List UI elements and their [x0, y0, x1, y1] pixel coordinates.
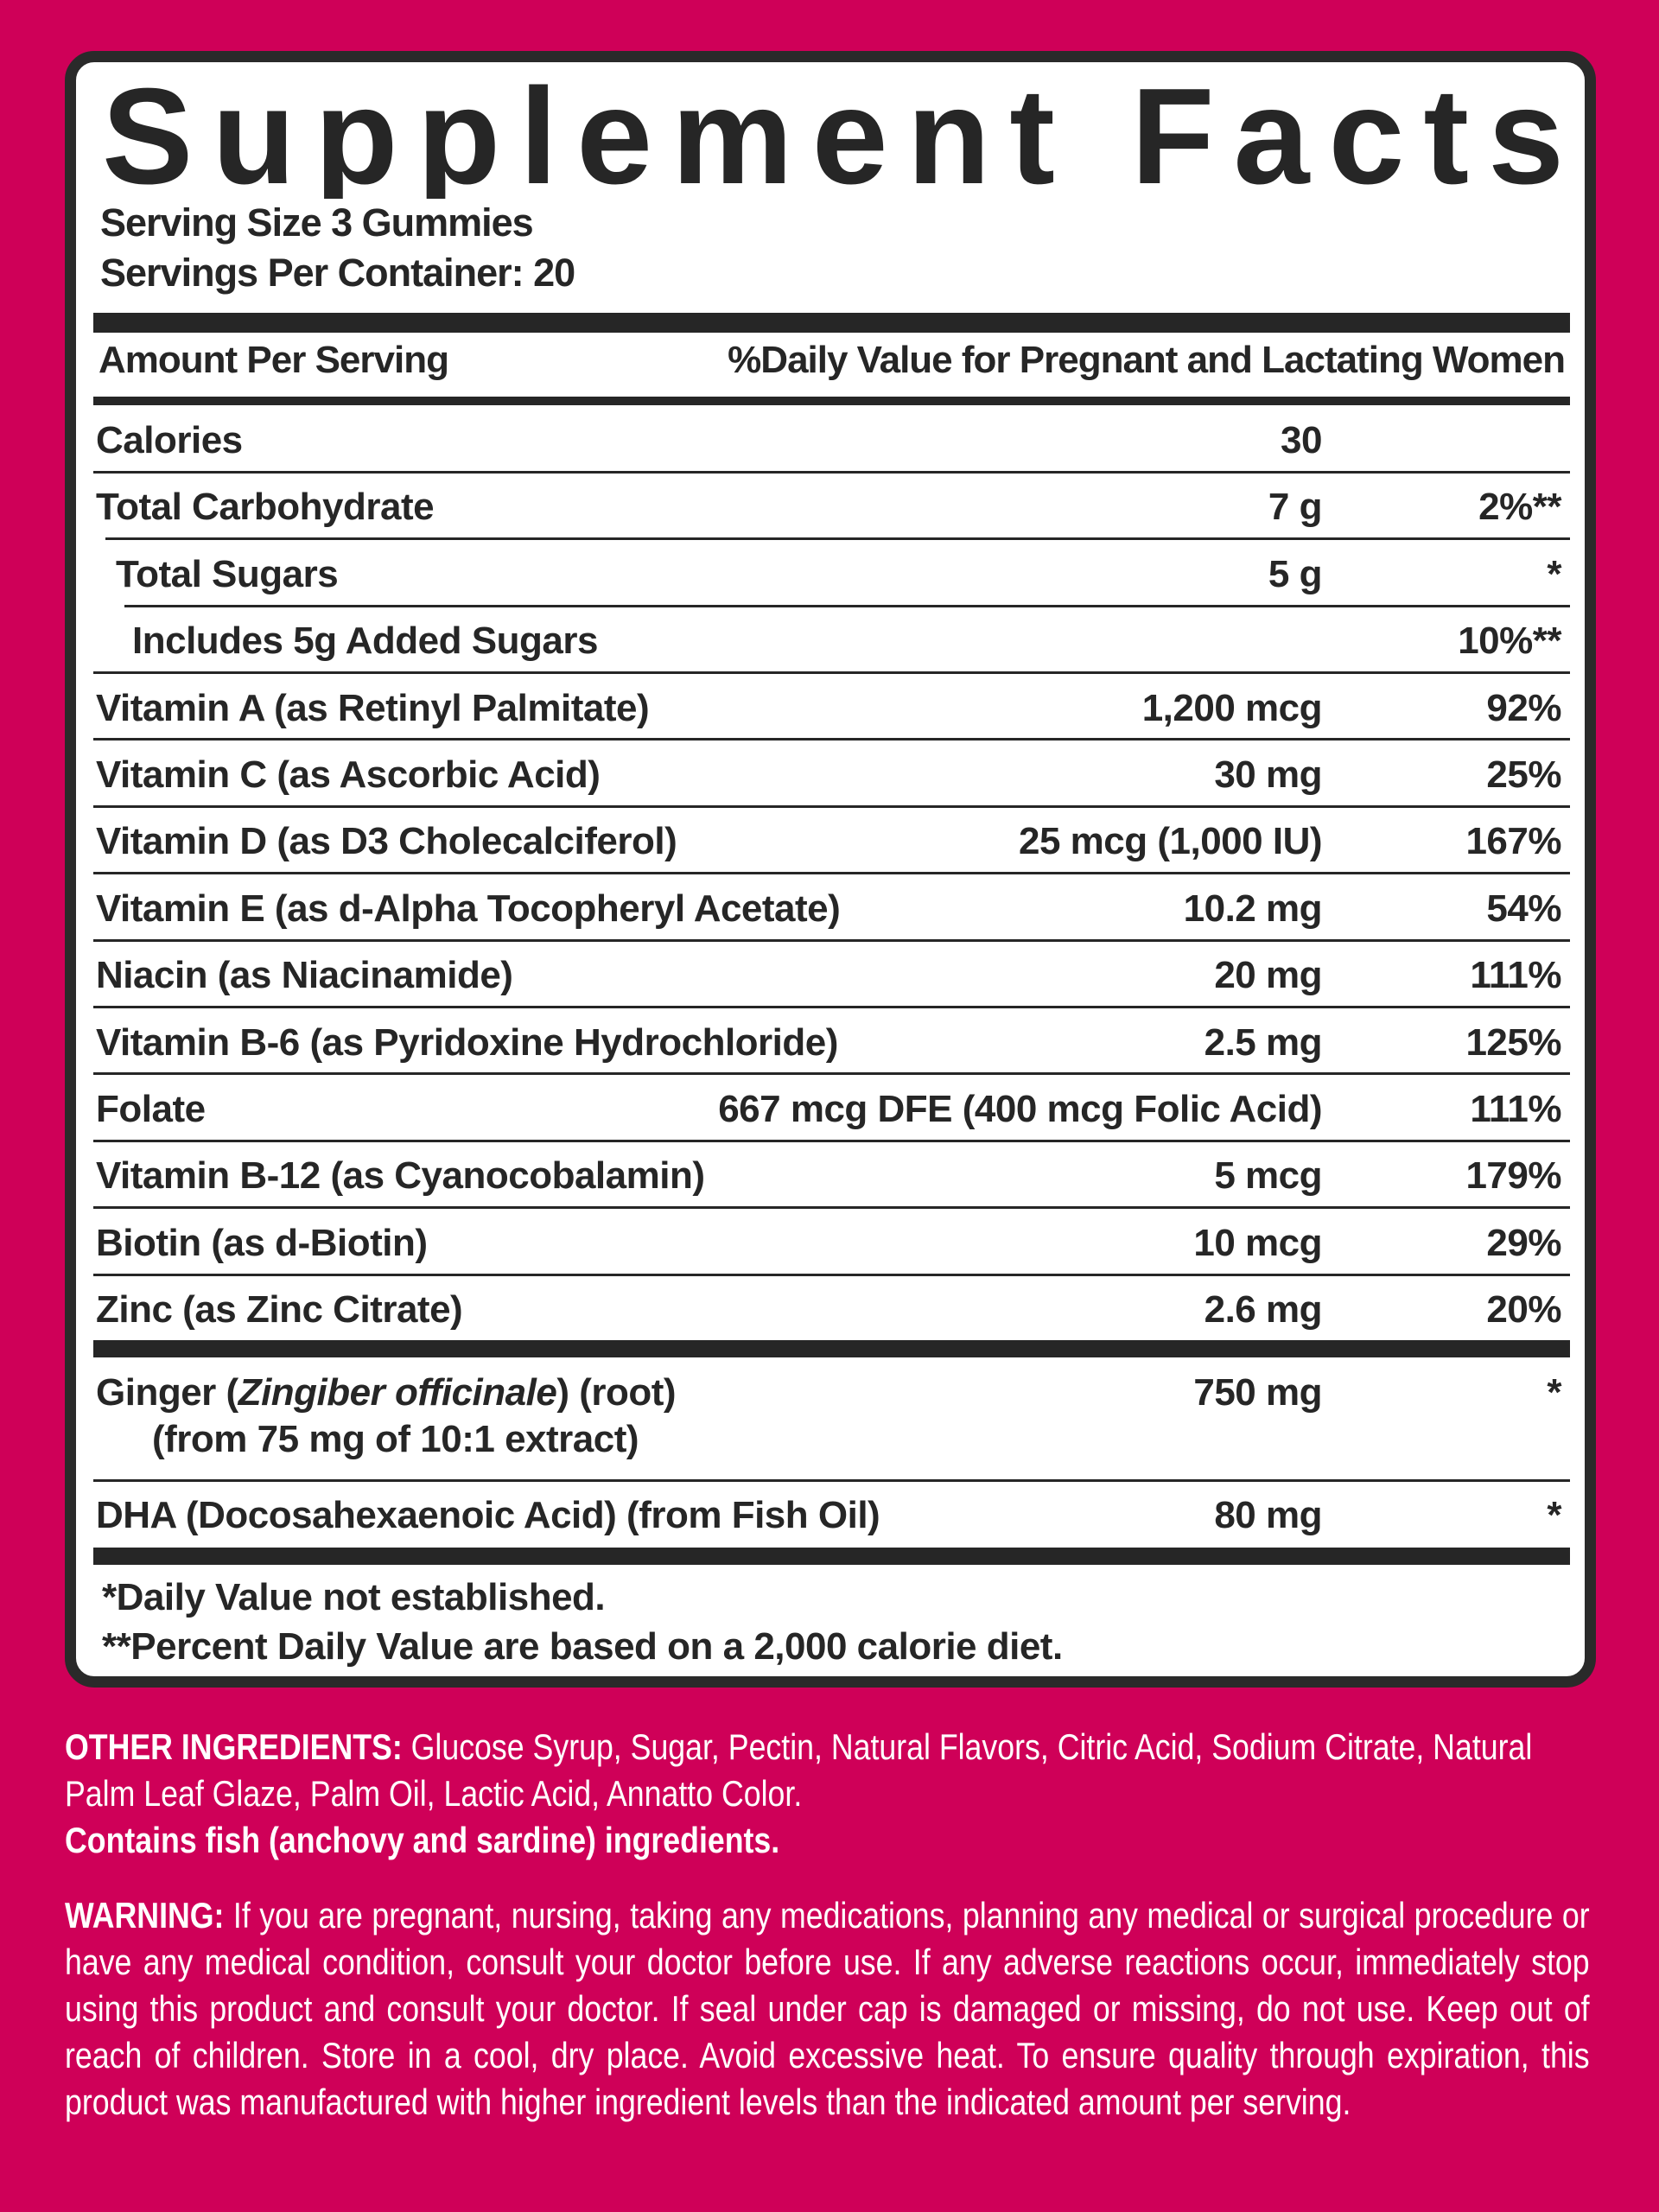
panel-title: Supplement Facts — [102, 60, 1564, 199]
row-divider — [93, 1006, 1570, 1009]
table-row: Vitamin B-12 (as Cyanocobalamin) 5 mcg 179… — [93, 1139, 1570, 1207]
footnote-percent: **Percent Daily Value are based on a 2,0… — [102, 1625, 1063, 1668]
nutrient-dv: 111% — [1470, 1087, 1561, 1130]
nutrient-name: Ginger (Zingiber officinale) (root) — [96, 1371, 677, 1414]
nutrient-amount: 10 mcg — [1193, 1221, 1322, 1264]
column-header: Amount Per Serving %Daily Value for Preg… — [99, 339, 1566, 382]
nutrient-amount: 30 mg — [1214, 753, 1322, 796]
nutrient-dv: 29% — [1486, 1221, 1561, 1264]
nutrient-amount: 80 mg — [1214, 1494, 1322, 1536]
nutrient-dv: 167% — [1465, 820, 1561, 863]
nutrient-dv: 2%** — [1478, 486, 1561, 529]
serving-size: Serving Size 3 Gummies — [100, 200, 534, 245]
nutrient-dv: 54% — [1486, 887, 1561, 930]
nutrient-name: DHA (Docosahexaenoic Acid) (from Fish Oi… — [96, 1494, 880, 1536]
nutrient-name: Biotin (as d-Biotin) — [96, 1221, 428, 1264]
nutrient-name: Vitamin E (as d-Alpha Tocopheryl Acetate… — [96, 887, 841, 930]
nutrient-name: Vitamin A (as Retinyl Palmitate) — [96, 686, 650, 729]
thick-divider — [93, 313, 1570, 333]
nutrient-dv: * — [1547, 1371, 1561, 1414]
nutrient-name: Vitamin D (as D3 Cholecalciferol) — [96, 820, 677, 863]
nutrient-amount: 10.2 mg — [1183, 887, 1323, 930]
nutrient-amount: 1,200 mcg — [1141, 686, 1323, 729]
header-daily-value: %Daily Value for Pregnant and Lactating … — [728, 339, 1566, 381]
nutrient-dv: 179% — [1465, 1154, 1561, 1198]
table-row: Vitamin C (as Ascorbic Acid) 30 mg 25% — [93, 738, 1570, 806]
row-divider — [93, 1139, 1570, 1142]
nutrient-amount: 5 g — [1268, 552, 1323, 595]
other-ingredients: OTHER INGREDIENTS: Glucose Syrup, Sugar,… — [65, 1726, 1533, 1860]
nutrient-dv: * — [1547, 1494, 1561, 1536]
nutrient-name: Calories — [96, 419, 243, 461]
row-divider — [105, 537, 1570, 541]
table-row: Folate 667 mcg DFE (400 mcg Folic Acid) 11… — [93, 1072, 1570, 1141]
table-row: Vitamin E (as d-Alpha Tocopheryl Acetate… — [93, 872, 1570, 940]
row-divider — [93, 1072, 1570, 1076]
footnote-dv: *Daily Value not established. — [102, 1576, 606, 1618]
row-divider — [93, 872, 1570, 875]
nutrient-name: Total Sugars — [116, 552, 339, 595]
nutrient-name: Vitamin B-6 (as Pyridoxine Hydrochloride… — [96, 1020, 838, 1064]
nutrient-dv: 25% — [1486, 753, 1561, 796]
table-row: Niacin (as Niacinamide) 20 mg 111% — [93, 938, 1570, 1007]
header-amount: Amount Per Serving — [99, 339, 449, 381]
nutrient-dv: 111% — [1470, 954, 1561, 997]
nutrient-name: Niacin (as Niacinamide) — [96, 954, 513, 997]
table-row: Vitamin B-6 (as Pyridoxine Hydrochloride… — [93, 1006, 1570, 1074]
table-row: Total Carbohydrate 7 g 2%** — [93, 470, 1570, 538]
botanical-table: Ginger (Zingiber officinale) (root) (fro… — [93, 1357, 1570, 1548]
nutrient-dv: 125% — [1465, 1020, 1561, 1064]
table-row: Zinc (as Zinc Citrate) 2.6 mg 20% — [93, 1273, 1570, 1341]
medium-divider — [93, 397, 1570, 405]
allergen-statement: Contains fish (anchovy and sardine) ingr… — [65, 1820, 780, 1860]
table-row: Biotin (as d-Biotin) 10 mcg 29% — [93, 1206, 1570, 1274]
nutrient-name: Total Carbohydrate — [96, 486, 435, 529]
nutrient-name: Includes 5g Added Sugars — [132, 620, 598, 663]
row-divider — [93, 470, 1570, 474]
nutrient-amount: 7 g — [1268, 486, 1323, 529]
nutrient-amount: 667 mcg DFE (400 mcg Folic Acid) — [718, 1087, 1322, 1130]
row-divider — [93, 1206, 1570, 1210]
table-row: Total Sugars 5 g * — [93, 537, 1570, 606]
nutrient-amount: 2.5 mg — [1204, 1020, 1323, 1064]
nutrient-dv: * — [1547, 552, 1561, 595]
nutrient-amount: 750 mg — [1193, 1371, 1322, 1414]
warning: WARNING: If you are pregnant, nursing, t… — [65, 1895, 1590, 2122]
table-row: Vitamin D (as D3 Cholecalciferol) 25 mcg … — [93, 804, 1570, 873]
table-row: Calories 30 — [93, 405, 1570, 472]
table-row: Vitamin A (as Retinyl Palmitate) 1,200 mc… — [93, 671, 1570, 740]
nutrient-name: Folate — [96, 1087, 206, 1130]
nutrient-amount: 20 mg — [1214, 954, 1322, 997]
nutrient-dv: 20% — [1486, 1288, 1561, 1332]
nutrient-name: Vitamin B-12 (as Cyanocobalamin) — [96, 1154, 705, 1198]
row-divider — [93, 671, 1570, 675]
nutrient-amount: 25 mcg (1,000 IU) — [1019, 820, 1323, 863]
nutrient-table: Calories 30 Total Carbohydrate 7 g 2%** Total… — [93, 405, 1570, 1341]
title-text: Supplement Facts — [102, 60, 1564, 199]
row-divider — [93, 804, 1570, 808]
row-divider — [124, 604, 1570, 607]
thick-divider — [93, 1548, 1570, 1565]
table-row: Includes 5g Added Sugars 10%** — [93, 604, 1570, 672]
row-divider — [93, 1478, 1570, 1482]
table-row-dha: DHA (Docosahexaenoic Acid) (from Fish Oi… — [93, 1478, 1570, 1548]
nutrient-name: Vitamin C (as Ascorbic Acid) — [96, 753, 601, 796]
nutrient-name: Zinc (as Zinc Citrate) — [96, 1288, 463, 1332]
nutrient-amount: 2.6 mg — [1204, 1288, 1323, 1332]
nutrient-dv: 10%** — [1458, 620, 1561, 663]
row-divider — [93, 738, 1570, 741]
nutrient-amount: 5 mcg — [1214, 1154, 1322, 1198]
nutrient-dv: 92% — [1486, 686, 1561, 729]
row-divider — [93, 1273, 1570, 1276]
nutrient-subtext: (from 75 mg of 10:1 extract) — [152, 1418, 639, 1460]
servings-per-container: Servings Per Container: 20 — [100, 251, 575, 295]
thick-divider — [93, 1340, 1570, 1357]
table-row-ginger: Ginger (Zingiber officinale) (root) (fro… — [93, 1357, 1570, 1480]
row-divider — [93, 938, 1570, 942]
nutrient-amount: 30 — [1281, 419, 1322, 461]
